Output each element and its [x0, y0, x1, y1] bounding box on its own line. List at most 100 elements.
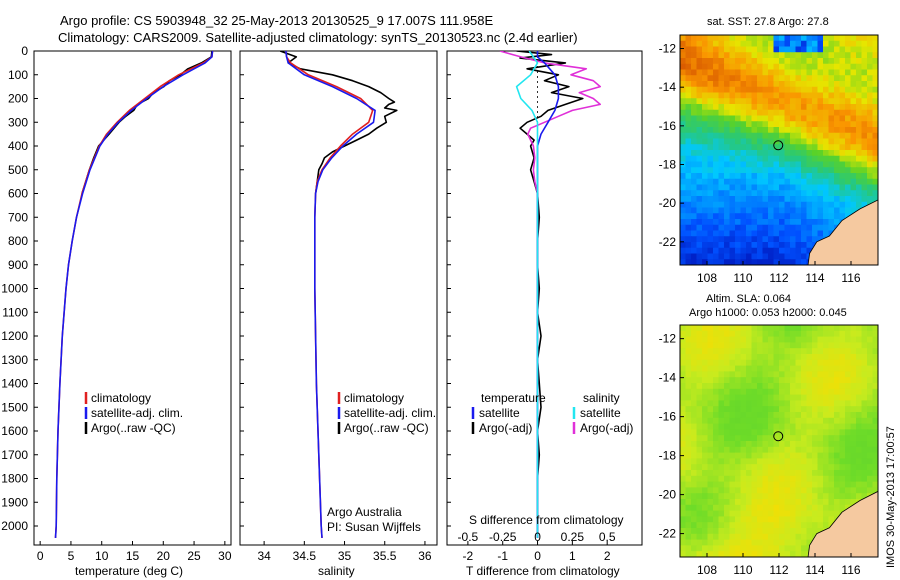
map-cell — [768, 481, 775, 488]
map-cell — [845, 207, 852, 214]
map-cell — [718, 247, 725, 255]
map-cell — [806, 487, 813, 494]
map-cell — [680, 354, 687, 361]
map-cell — [768, 435, 775, 442]
map-cell — [768, 230, 775, 237]
map-cell — [696, 499, 703, 506]
map-cell — [751, 470, 758, 477]
map-cell — [718, 528, 725, 535]
map-cell — [718, 230, 725, 237]
map-cell — [861, 121, 868, 128]
map-cell — [768, 127, 775, 134]
map-cell — [724, 138, 731, 145]
map-cell — [768, 69, 775, 76]
map-cell — [790, 92, 797, 99]
map-cell — [691, 259, 698, 265]
map-cell — [762, 75, 769, 82]
map-cell — [806, 354, 813, 361]
map-cell — [806, 219, 813, 226]
map-cell — [768, 121, 775, 128]
map-cell — [735, 213, 742, 220]
map-cell — [828, 173, 835, 180]
map-cell — [735, 207, 742, 214]
map-cell — [823, 104, 830, 111]
map-cell — [784, 167, 791, 174]
map-cell — [685, 207, 692, 214]
map-cell — [828, 504, 835, 512]
map-cell — [779, 121, 786, 128]
depth-tick-label: 800 — [8, 234, 28, 248]
map-cell — [850, 365, 857, 372]
map-cell — [729, 452, 736, 459]
map-cell — [762, 167, 769, 174]
footer-stamp: IMOS 30-May-2013 17:00:57 — [885, 426, 897, 568]
map-cell — [680, 127, 687, 134]
map-cell — [828, 470, 835, 477]
map-cell — [834, 499, 841, 506]
map-cell — [790, 196, 797, 203]
difference-xtick-label: 2 — [604, 549, 611, 563]
map-cell — [834, 167, 841, 174]
map-cell — [762, 230, 769, 237]
map-ytick-label: -18 — [659, 157, 677, 171]
map-cell — [784, 98, 791, 105]
map-cell — [757, 259, 764, 265]
map-cell — [839, 63, 846, 71]
map-cell — [850, 167, 857, 174]
map-cell — [685, 155, 692, 163]
map-cell — [718, 342, 725, 349]
map-cell — [762, 377, 769, 384]
map-cell — [685, 224, 692, 232]
map-cell — [779, 58, 786, 65]
map-cell — [817, 429, 824, 436]
map-cell — [823, 388, 830, 396]
map-cell — [713, 178, 720, 186]
map-cell — [790, 470, 797, 477]
map-cell — [795, 441, 802, 448]
map-cell — [790, 224, 797, 232]
map-cell — [746, 470, 753, 477]
map-cell — [746, 452, 753, 459]
map-cell — [680, 510, 687, 517]
map-cell — [757, 81, 764, 88]
s-xtick-label: -0.25 — [489, 530, 517, 544]
map-cell — [707, 178, 714, 186]
map-cell — [691, 545, 698, 552]
map-cell — [713, 40, 720, 48]
map-cell — [856, 435, 863, 442]
map-cell — [795, 406, 802, 413]
map-cell — [779, 138, 786, 145]
map-cell — [773, 365, 780, 372]
map-cell — [718, 196, 725, 203]
map-cell — [790, 236, 797, 243]
depth-tick-label: 1500 — [1, 400, 28, 414]
map-cell — [713, 354, 720, 361]
map-cell — [872, 150, 878, 157]
map-cell — [812, 406, 819, 413]
map-cell — [872, 354, 878, 361]
map-cell — [751, 236, 758, 243]
salinity-xtick-label: 35.5 — [373, 549, 397, 563]
map-cell — [790, 81, 797, 88]
map-cell — [834, 115, 841, 122]
map-cell — [680, 388, 687, 396]
map-cell — [724, 86, 731, 94]
map-cell — [685, 253, 692, 260]
map-cell — [735, 435, 742, 442]
map-cell — [817, 522, 824, 529]
map-cell — [696, 377, 703, 384]
map-cell — [713, 348, 720, 355]
map-cell — [817, 161, 824, 168]
map-cell — [746, 533, 753, 541]
map-cell — [696, 429, 703, 436]
map-cell — [784, 342, 791, 349]
map-cell — [729, 365, 736, 372]
map-cell — [850, 423, 857, 430]
map-cell — [823, 190, 830, 197]
map-cell — [872, 417, 878, 425]
map-cell — [751, 406, 758, 413]
map-cell — [735, 161, 742, 168]
map-cell — [867, 46, 874, 53]
map-cell — [696, 551, 703, 557]
map-cell — [702, 458, 709, 465]
